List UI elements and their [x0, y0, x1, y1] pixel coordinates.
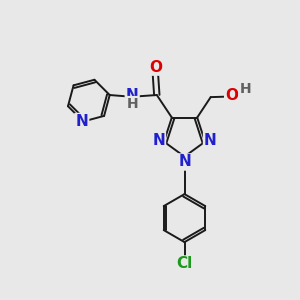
Text: H: H — [239, 82, 251, 96]
Text: O: O — [149, 60, 162, 75]
Text: O: O — [225, 88, 238, 103]
Text: N: N — [75, 114, 88, 129]
Text: N: N — [178, 154, 191, 169]
Text: N: N — [152, 133, 165, 148]
Text: Cl: Cl — [176, 256, 193, 272]
Text: N: N — [204, 133, 217, 148]
Text: H: H — [126, 97, 138, 111]
Text: N: N — [126, 88, 139, 103]
